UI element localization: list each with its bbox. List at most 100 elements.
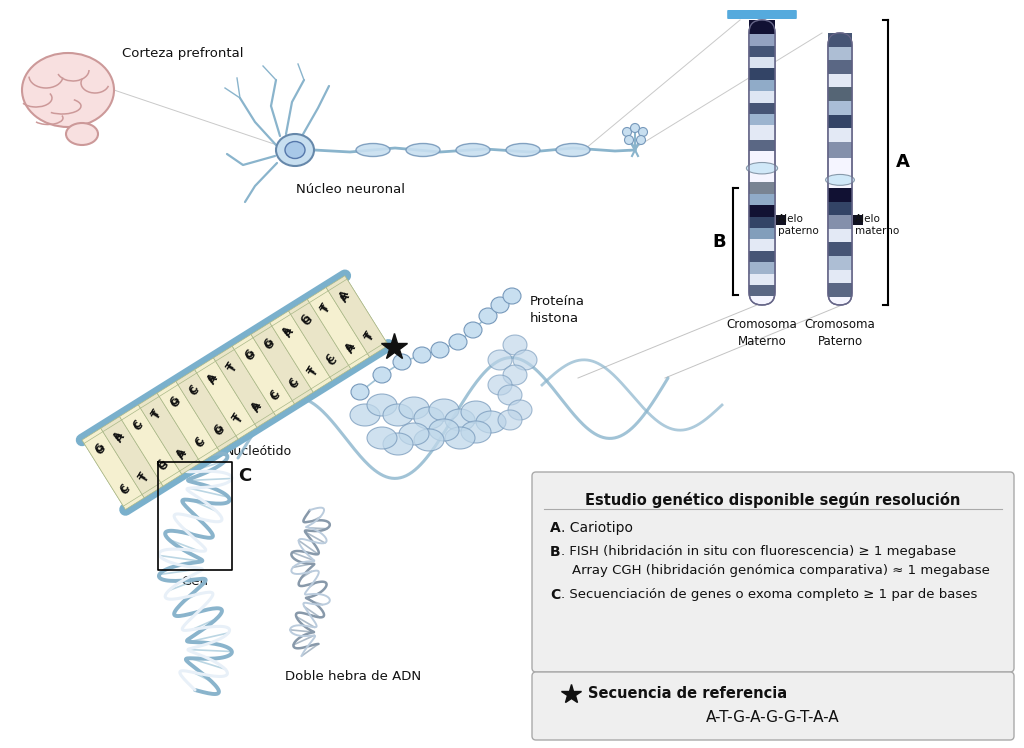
Text: G: G: [244, 348, 257, 361]
Ellipse shape: [431, 342, 449, 358]
Ellipse shape: [508, 400, 532, 420]
Text: C: C: [194, 435, 206, 447]
Text: Gen: Gen: [181, 575, 209, 588]
Bar: [749, 20, 775, 34]
Text: T: T: [151, 407, 163, 419]
Text: T: T: [137, 470, 150, 482]
Bar: [749, 274, 775, 285]
Text: G: G: [214, 425, 226, 438]
Text: C: C: [195, 437, 208, 449]
Ellipse shape: [623, 127, 632, 136]
Text: C: C: [133, 420, 145, 432]
Bar: [749, 80, 775, 91]
Text: C: C: [289, 378, 301, 390]
Bar: [749, 251, 775, 263]
Text: SNP Base
nitrogenada: SNP Base nitrogenada: [115, 430, 190, 458]
Ellipse shape: [445, 409, 475, 431]
Ellipse shape: [464, 322, 482, 338]
Text: C: C: [238, 467, 251, 485]
Ellipse shape: [513, 350, 537, 370]
Polygon shape: [253, 326, 311, 400]
Bar: [828, 114, 852, 128]
Ellipse shape: [285, 141, 305, 159]
Ellipse shape: [399, 423, 429, 445]
Bar: [749, 217, 775, 228]
Text: . Cariotipo: . Cariotipo: [561, 521, 633, 535]
Ellipse shape: [625, 135, 634, 144]
Polygon shape: [138, 393, 201, 474]
Polygon shape: [307, 287, 370, 369]
Ellipse shape: [373, 367, 391, 383]
Bar: [828, 283, 852, 297]
Ellipse shape: [429, 399, 459, 421]
Polygon shape: [122, 408, 179, 482]
Polygon shape: [329, 279, 386, 354]
Bar: [749, 228, 775, 239]
Bar: [853, 215, 863, 225]
Polygon shape: [234, 338, 292, 412]
Bar: [776, 215, 786, 225]
Ellipse shape: [488, 375, 512, 395]
Bar: [828, 188, 852, 202]
Text: Alelo
materno: Alelo materno: [855, 214, 899, 236]
Polygon shape: [309, 291, 368, 365]
Text: A: A: [176, 449, 188, 461]
Bar: [828, 256, 852, 269]
Bar: [828, 46, 852, 60]
Ellipse shape: [498, 410, 522, 430]
Ellipse shape: [461, 401, 490, 423]
Polygon shape: [102, 420, 161, 494]
Text: Cromosoma
Materno: Cromosoma Materno: [727, 318, 798, 348]
Text: A: A: [339, 292, 352, 304]
Ellipse shape: [479, 308, 497, 324]
Polygon shape: [140, 396, 199, 471]
Text: A: A: [250, 399, 263, 411]
Ellipse shape: [429, 419, 459, 441]
Bar: [749, 285, 775, 296]
Text: A: A: [114, 432, 127, 444]
Polygon shape: [289, 299, 351, 381]
Text: Array CGH (hibridación genómica comparativa) ≈ 1 megabase: Array CGH (hibridación genómica comparat…: [572, 564, 990, 577]
Text: A: A: [251, 402, 264, 414]
Bar: [828, 33, 852, 46]
Ellipse shape: [498, 385, 522, 405]
FancyBboxPatch shape: [749, 20, 775, 305]
Ellipse shape: [414, 407, 444, 429]
Ellipse shape: [461, 421, 490, 443]
Bar: [749, 69, 775, 80]
Bar: [749, 102, 775, 114]
Text: C: C: [189, 385, 202, 397]
Polygon shape: [272, 314, 330, 389]
Ellipse shape: [276, 134, 314, 166]
Ellipse shape: [406, 144, 440, 156]
Text: T: T: [319, 301, 332, 313]
Bar: [749, 194, 775, 205]
Text: T: T: [231, 411, 244, 423]
Text: T: T: [226, 362, 239, 374]
Text: . Secuenciación de genes o exoma completo ≥ 1 par de bases: . Secuenciación de genes o exoma complet…: [561, 588, 977, 601]
Ellipse shape: [449, 334, 467, 350]
Ellipse shape: [413, 347, 431, 363]
Ellipse shape: [66, 123, 98, 145]
Bar: [749, 239, 775, 251]
Text: C: C: [270, 390, 283, 402]
Text: T: T: [321, 304, 333, 315]
Text: C: C: [326, 353, 338, 364]
Bar: [749, 126, 775, 140]
Text: T: T: [152, 409, 164, 420]
Bar: [749, 46, 775, 57]
Ellipse shape: [367, 427, 397, 449]
Text: T: T: [139, 472, 152, 484]
Ellipse shape: [503, 365, 527, 385]
Ellipse shape: [746, 162, 777, 174]
Text: C: C: [269, 388, 282, 399]
Polygon shape: [157, 381, 219, 462]
Bar: [749, 114, 775, 126]
Ellipse shape: [503, 288, 521, 304]
Text: Cromosoma
Paterno: Cromosoma Paterno: [805, 318, 876, 348]
Text: T: T: [362, 329, 375, 341]
Ellipse shape: [350, 404, 380, 426]
Text: A: A: [113, 430, 125, 442]
Text: B: B: [713, 233, 726, 251]
Bar: [749, 140, 775, 151]
